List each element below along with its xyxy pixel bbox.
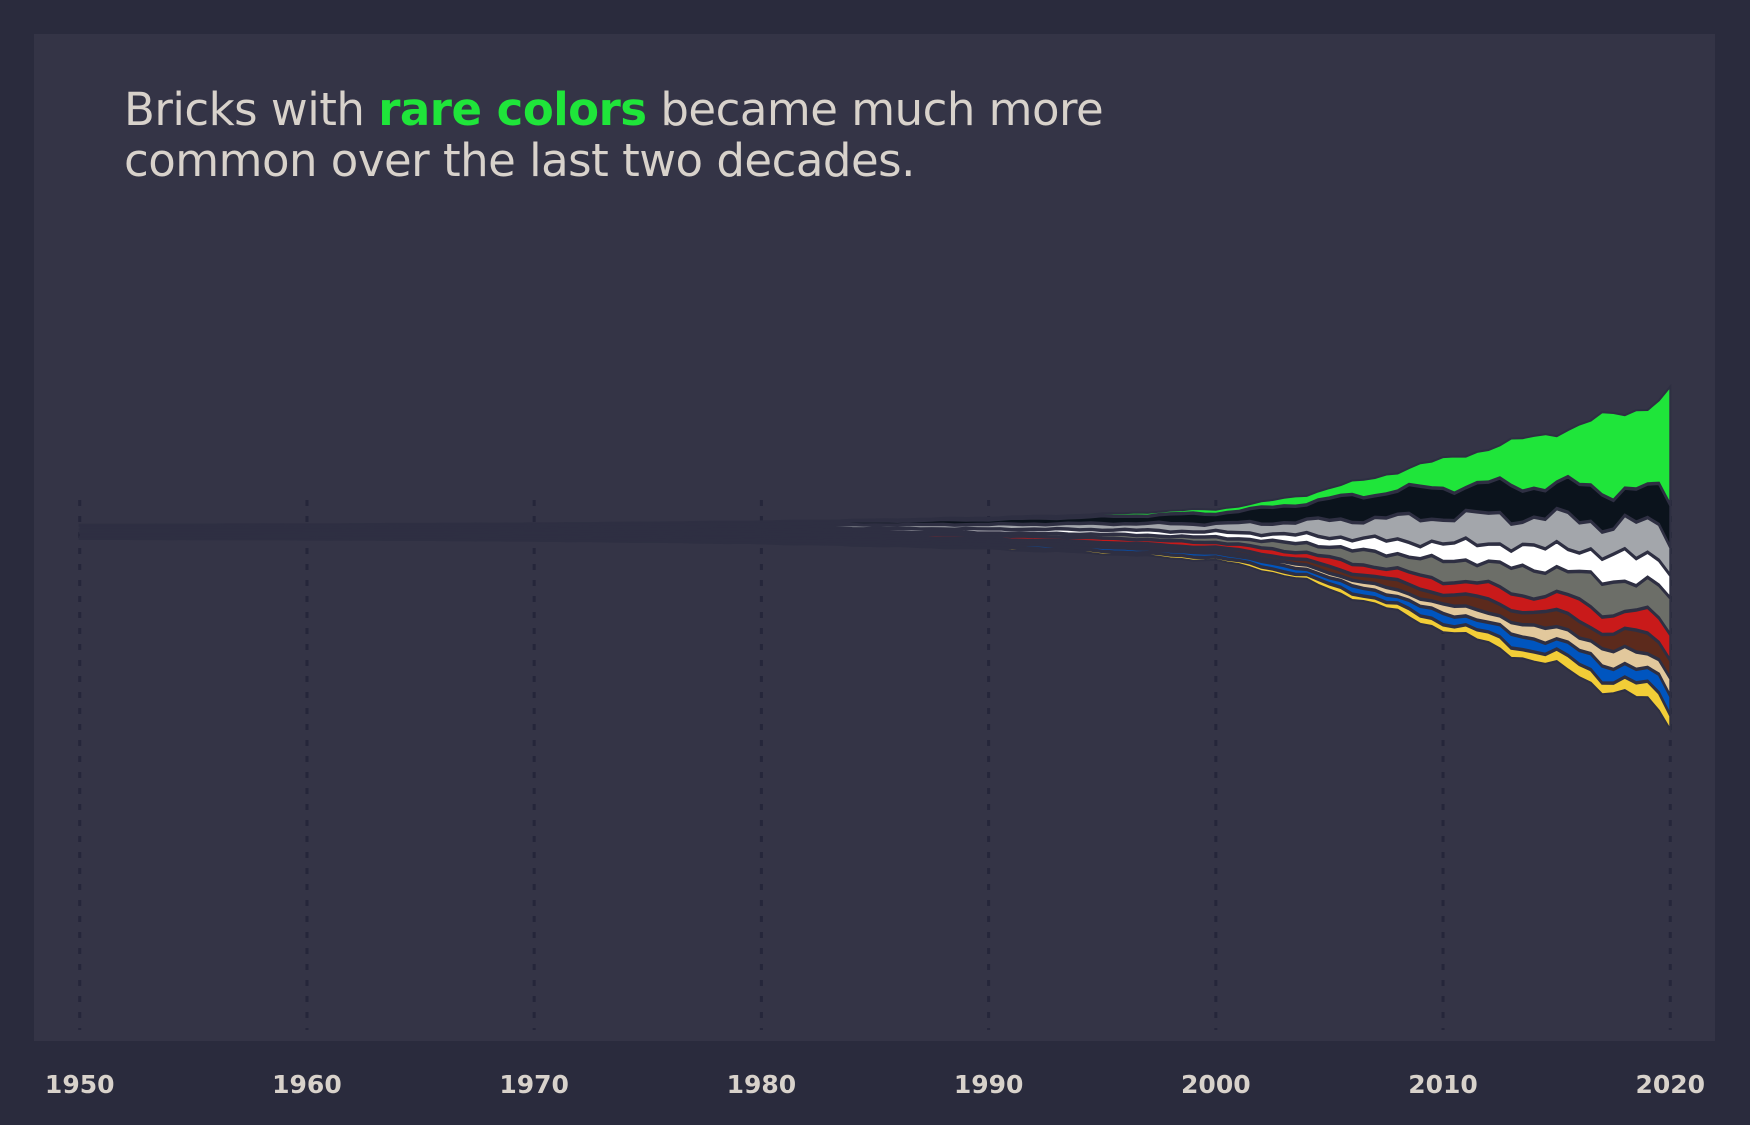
stream-layer-6: [79, 533, 1672, 682]
x-tick-label-1990: 1990: [954, 1070, 1024, 1099]
chart-title: Bricks with rare colors became much more…: [124, 84, 1124, 186]
x-tick-label-1960: 1960: [272, 1070, 342, 1099]
x-tick-label-2020: 2020: [1635, 1070, 1705, 1099]
x-tick-label-2000: 2000: [1181, 1070, 1251, 1099]
stream-layer-2: [79, 508, 1672, 578]
x-tick-label-1980: 1980: [727, 1070, 797, 1099]
title-line1-end: became much more: [646, 83, 1104, 136]
title-prefix: Bricks with: [124, 83, 379, 136]
x-tick-label-1950: 1950: [45, 1070, 115, 1099]
stream-layer-7: [79, 534, 1672, 696]
x-tick-label-2010: 2010: [1408, 1070, 1478, 1099]
title-line2: common over the last two decades.: [124, 134, 915, 187]
x-tick-label-1970: 1970: [499, 1070, 569, 1099]
stream-layers: [78, 383, 1672, 734]
x-axis-tick-labels: 1950 1960 1970 1980 1990 2000 2010 2020: [45, 1070, 1705, 1099]
stream-layer-4: [79, 530, 1672, 638]
title-highlight-rare-colors: rare colors: [378, 83, 647, 136]
stream-layer-9: [78, 537, 1672, 734]
